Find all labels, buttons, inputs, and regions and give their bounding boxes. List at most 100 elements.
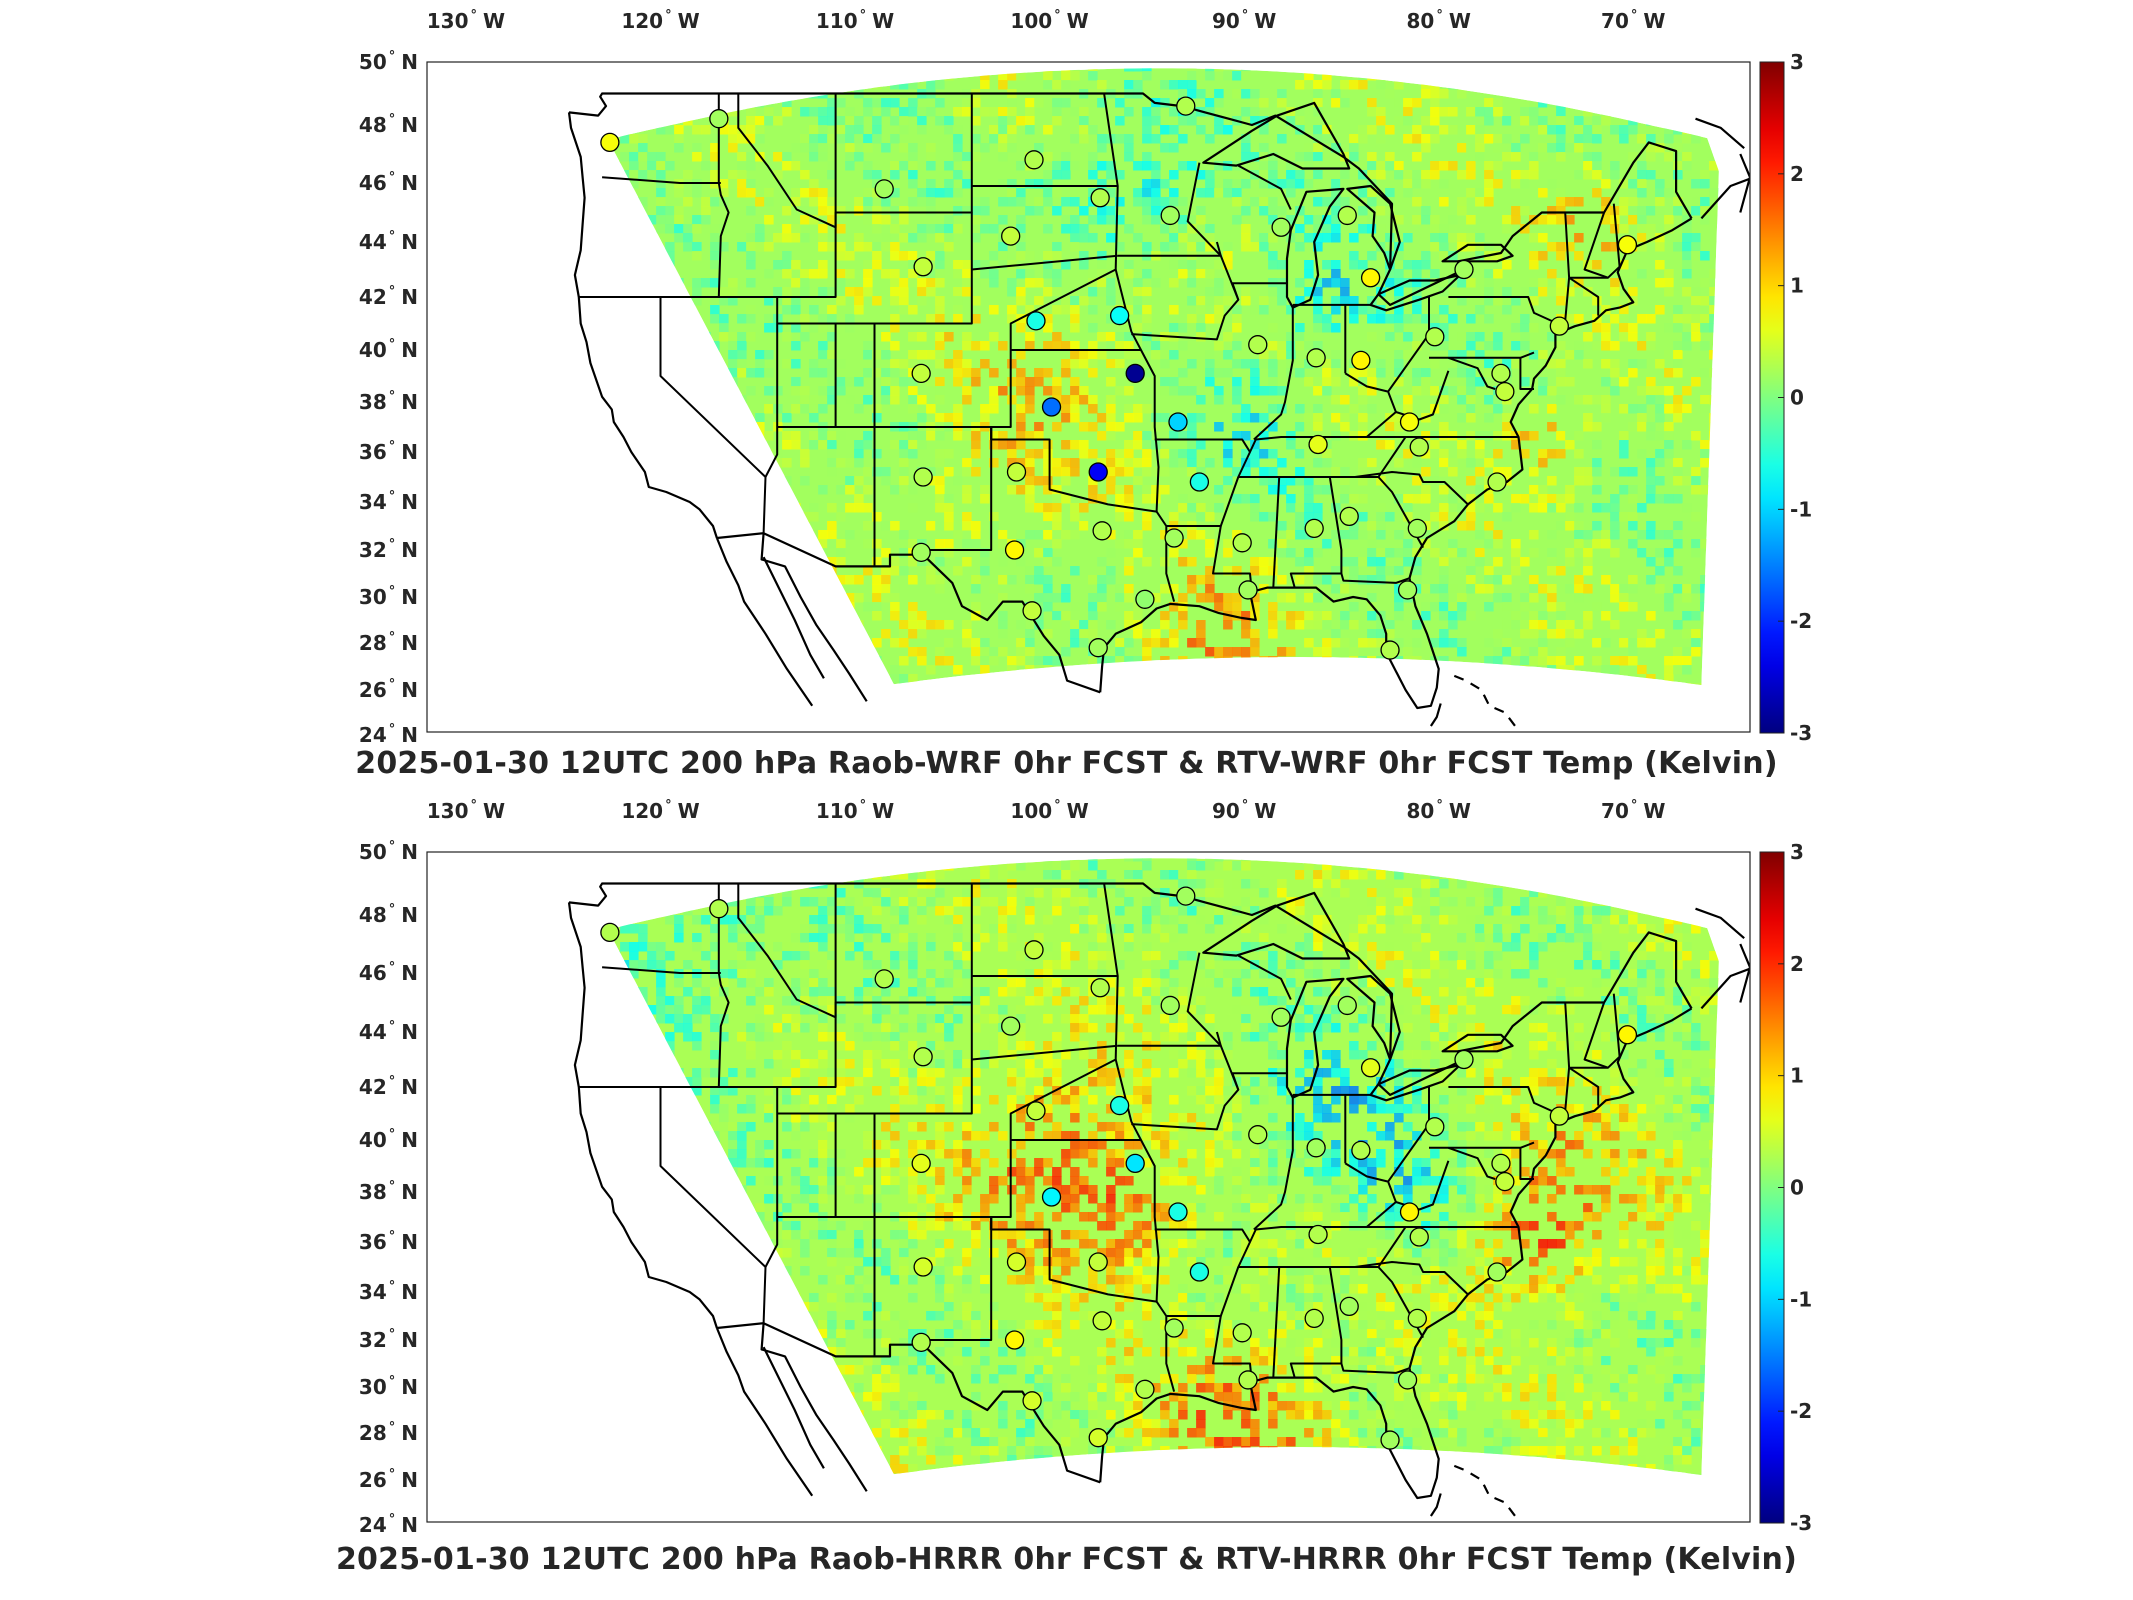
raob-station-marker (1397, 580, 1418, 600)
state-boundary (1612, 993, 1621, 1057)
latitude-tick-label: 44 ° N (359, 229, 418, 254)
baja-coastline (715, 537, 814, 707)
latitude-tick-label: 38 ° N (359, 1179, 418, 1204)
map-panel-raob-hrrr: 130 ° W 120 ° W 110 ° W 100 ° W 90 ° W 80 ° W 70 ° W 50 ° N 48 ° N… (0, 790, 2133, 1590)
state-boundary (990, 349, 1160, 513)
state-boundary (1253, 1094, 1294, 1231)
raob-station-marker (911, 542, 931, 562)
raob-station-marker (874, 969, 894, 989)
raob-station-marker (1006, 462, 1027, 482)
raob-station-marker (1399, 412, 1420, 432)
raob-station-marker (1041, 1187, 1062, 1207)
raob-station-marker (1397, 1370, 1418, 1390)
keys-outline (1429, 1493, 1442, 1517)
raob-station-marker (1026, 1101, 1046, 1121)
raob-station-marker (1409, 1227, 1429, 1247)
latitude-tick-label: 28 ° N (359, 630, 418, 655)
raob-station-marker (1454, 1049, 1474, 1070)
latitude-tick-label: 48 ° N (359, 902, 418, 927)
state-boundary (1155, 511, 1176, 602)
raob-station-marker (1176, 96, 1196, 116)
longitude-tick-label: 130 ° W (427, 798, 505, 823)
colorbar-tick-label: 1 (1790, 274, 1804, 298)
state-boundary (1354, 471, 1469, 506)
state-boundary (1253, 304, 1294, 441)
state-boundary (1155, 1301, 1176, 1392)
latitude-tick-label: 46 ° N (359, 960, 418, 985)
state-boundary (1231, 282, 1287, 301)
latitude-tick-label: 24 ° N (359, 1512, 418, 1537)
raob-station-marker (913, 467, 933, 487)
colorbar-tick-label: 2 (1790, 162, 1804, 186)
new-brunswick-coastline (1700, 967, 1750, 1010)
state-boundary (1237, 954, 1292, 1000)
raob-station-marker (874, 179, 894, 199)
latitude-tick-label: 36 ° N (359, 1229, 418, 1254)
raob-station-marker (1164, 528, 1184, 548)
raob-station-marker (1238, 580, 1258, 600)
raob-station-marker (1487, 472, 1507, 492)
raob-station-marker (1164, 1318, 1184, 1338)
colorbar-tick-label: 3 (1790, 50, 1804, 74)
raob-station-marker (1380, 640, 1400, 660)
longitude-tick-label: 110 ° W (816, 8, 894, 33)
map-title-wrf: 2025-01-30 12UTC 200 hPa Raob-WRF 0hr FC… (355, 746, 1778, 781)
raob-station-marker (1487, 1262, 1507, 1282)
state-boundary (1519, 357, 1534, 390)
longitude-tick-label: 110 ° W (816, 798, 894, 823)
raob-station-marker (1001, 226, 1021, 246)
state-boundary (737, 93, 973, 229)
state-boundary (921, 427, 993, 551)
great-lake-outline (1285, 977, 1345, 1099)
state-boundary (764, 1087, 779, 1268)
state-boundary (1448, 1146, 1496, 1180)
latitude-tick-label: 42 ° N (359, 1074, 418, 1099)
state-boundary (835, 212, 973, 325)
state-boundary (1215, 241, 1222, 257)
state-boundary (1354, 1261, 1469, 1296)
state-boundary (1448, 296, 1558, 325)
raob-station-marker (1380, 1430, 1400, 1450)
state-boundary (971, 254, 1118, 271)
raob-station-marker (1495, 1171, 1515, 1192)
great-lake-outline (1346, 184, 1401, 271)
raob-station-marker (1304, 1308, 1324, 1329)
raob-station-marker (1088, 1252, 1108, 1272)
raob-station-marker (1125, 363, 1145, 384)
state-boundary (1340, 1363, 1410, 1374)
state-boundary (1272, 476, 1281, 588)
state-boundary (1448, 356, 1496, 390)
raob-station-marker (1351, 1140, 1371, 1161)
state-boundary (717, 883, 730, 1088)
map-title-hrrr: 2025-01-30 12UTC 200 hPa Raob-HRRR 0hr F… (335, 1542, 1798, 1577)
raob-station-marker (911, 1153, 931, 1174)
raob-station-marker (1001, 1016, 1021, 1036)
map-frame (426, 61, 1751, 733)
raob-station-marker (1339, 506, 1359, 527)
latitude-tick-label: 34 ° N (359, 489, 418, 514)
state-boundary (1249, 1226, 1406, 1243)
raob-station-marker (1454, 259, 1474, 280)
longitude-tick-label: 90 ° W (1212, 798, 1276, 823)
map-plot-wrf: 130 ° W 120 ° W 110 ° W 100 ° W 90 ° W 80 ° W 70 ° W 50 ° N 48 ° N… (359, 8, 1812, 747)
raob-station-marker (600, 132, 620, 153)
colorbar-tick-label: 3 (1790, 840, 1804, 864)
raob-station-marker (911, 1332, 931, 1352)
latitude-tick-label: 38 ° N (359, 389, 418, 414)
colorbar-tick-label: 1 (1790, 1064, 1804, 1088)
raob-station-marker (1425, 1117, 1445, 1137)
raob-station-marker (1026, 311, 1046, 331)
raob-station-marker (1399, 1202, 1420, 1222)
state-boundary (1238, 1226, 1519, 1268)
state-boundary (1237, 164, 1292, 210)
raob-station-marker (1088, 462, 1108, 482)
raob-station-marker (1041, 397, 1062, 417)
longitude-tick-label: 70 ° W (1601, 798, 1665, 823)
temperature-difference-field (607, 858, 1719, 1476)
raob-station-marker (1160, 995, 1180, 1016)
raob-station-marker (1351, 350, 1371, 371)
raob-station-marker (1109, 305, 1130, 326)
latitude-tick-label: 28 ° N (359, 1420, 418, 1445)
latitude-tick-label: 26 ° N (359, 1467, 418, 1492)
raob-station-marker (1092, 521, 1112, 541)
